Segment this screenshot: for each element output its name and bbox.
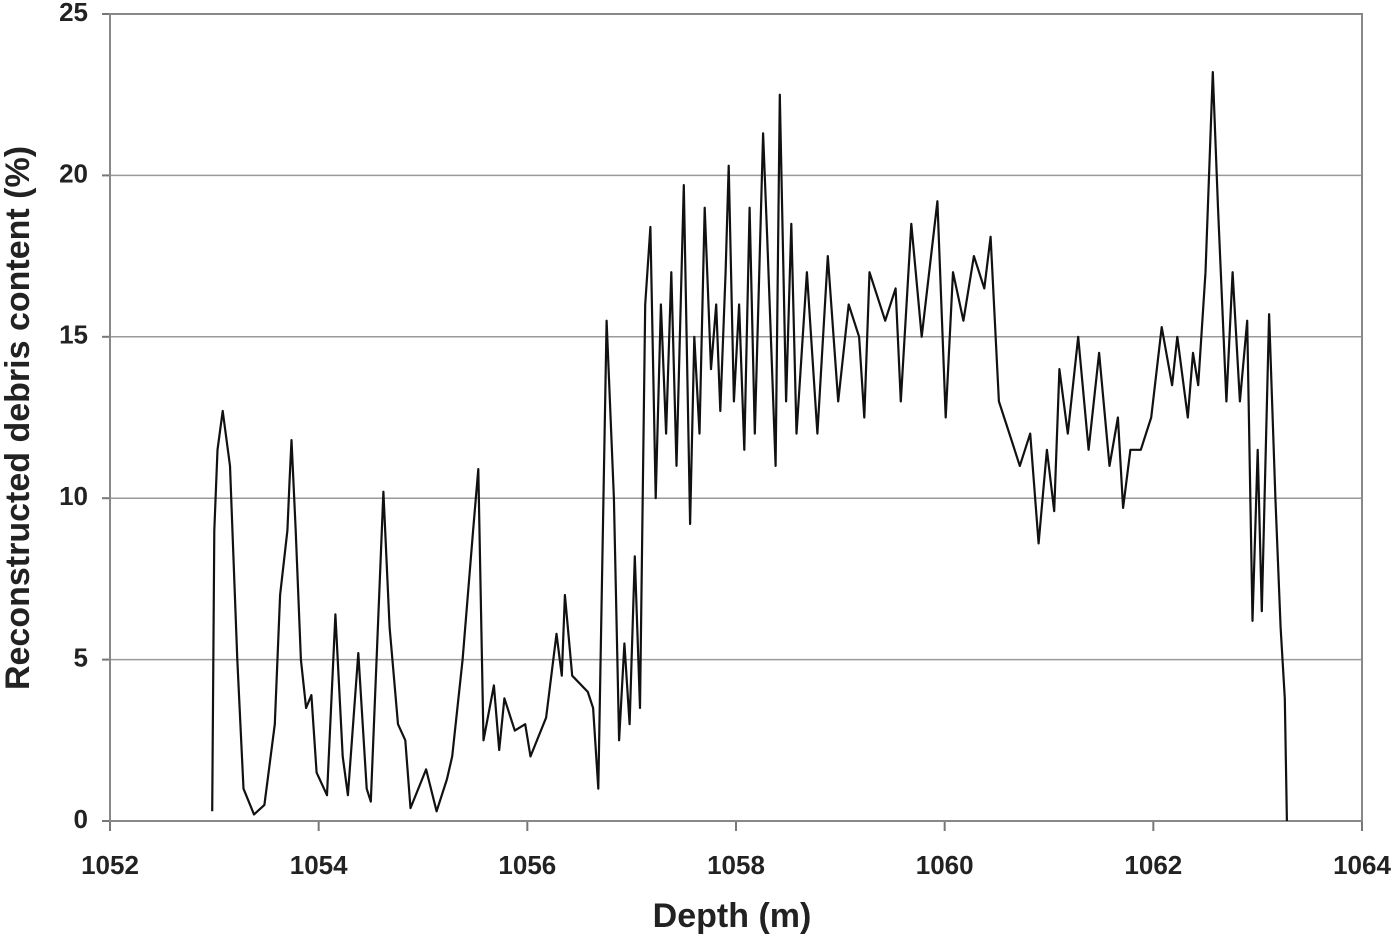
- y-tick-label: 0: [74, 804, 88, 834]
- x-tick-label: 1056: [498, 850, 556, 880]
- x-tick-label: 1052: [81, 850, 139, 880]
- data-line: [211, 71, 1288, 822]
- y-axis-label: Reconstructed debris content (%): [0, 146, 37, 690]
- x-tick-label: 1054: [290, 850, 348, 880]
- y-tick-label: 15: [59, 320, 88, 350]
- y-tick-label: 25: [59, 0, 88, 27]
- x-axis-label: Depth (m): [653, 897, 812, 935]
- x-tick-label: 1062: [1124, 850, 1182, 880]
- x-tick-label: 1058: [707, 850, 765, 880]
- x-tick-label: 1064: [1333, 850, 1391, 880]
- y-tick-label: 10: [59, 481, 88, 511]
- y-tick-label: 20: [59, 158, 88, 188]
- x-tick-label: 1060: [916, 850, 974, 880]
- plot-frame: [109, 13, 1363, 822]
- y-tick-label: 5: [74, 642, 88, 672]
